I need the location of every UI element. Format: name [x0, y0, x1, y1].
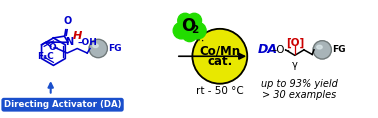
Circle shape	[192, 29, 247, 84]
Ellipse shape	[93, 44, 98, 48]
Circle shape	[190, 22, 206, 39]
Circle shape	[187, 13, 201, 28]
Text: N: N	[65, 37, 73, 47]
Text: Directing Activator (DA): Directing Activator (DA)	[4, 100, 121, 109]
Text: Co/Mn: Co/Mn	[199, 44, 240, 57]
Text: –O–: –O–	[272, 45, 291, 55]
Ellipse shape	[317, 45, 322, 49]
Text: FG: FG	[108, 44, 122, 53]
Text: O: O	[49, 43, 56, 52]
Circle shape	[182, 27, 197, 42]
Circle shape	[89, 39, 107, 58]
Text: DA: DA	[258, 43, 278, 56]
Text: > 30 examples: > 30 examples	[262, 90, 336, 100]
Text: 2: 2	[192, 25, 199, 35]
Text: FG: FG	[332, 45, 346, 54]
Text: cat.: cat.	[207, 55, 232, 68]
Text: γ: γ	[292, 60, 298, 70]
Text: F₃C: F₃C	[37, 52, 54, 61]
Text: –OH: –OH	[77, 38, 97, 47]
Text: rt - 50 °C: rt - 50 °C	[196, 86, 244, 96]
Text: O: O	[181, 17, 196, 35]
Text: [O]: [O]	[286, 37, 304, 48]
Circle shape	[173, 22, 190, 39]
Text: O: O	[64, 16, 72, 26]
Text: H: H	[73, 31, 82, 41]
Circle shape	[313, 41, 332, 59]
Text: up to 93% yield: up to 93% yield	[261, 79, 338, 89]
Circle shape	[178, 13, 192, 28]
Circle shape	[178, 15, 201, 39]
